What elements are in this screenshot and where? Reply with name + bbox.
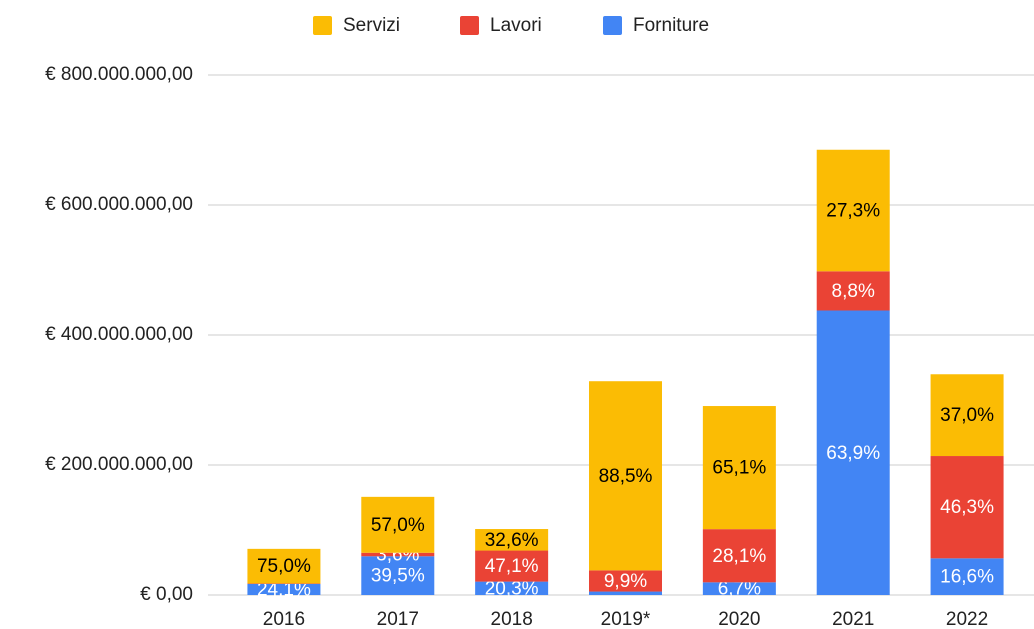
data-label: 24,1% bbox=[257, 579, 311, 600]
bar-segment bbox=[475, 529, 549, 551]
legend-label: Forniture bbox=[633, 15, 709, 36]
x-tick-label: 2019* bbox=[601, 609, 651, 629]
bar-segment bbox=[930, 374, 1004, 457]
data-label: 6,7% bbox=[718, 579, 761, 600]
data-label: 39,5% bbox=[371, 566, 425, 587]
bar-segment bbox=[589, 591, 662, 595]
x-tick-label: 2022 bbox=[946, 609, 988, 629]
data-label: 65,1% bbox=[712, 458, 766, 479]
bar-segment bbox=[475, 581, 549, 595]
data-label: 57,0% bbox=[371, 515, 425, 536]
bar-segment bbox=[702, 582, 776, 595]
y-tick-label: € 800.000.000,00 bbox=[45, 64, 193, 85]
bar-segment bbox=[702, 529, 776, 583]
data-label: 88,5% bbox=[599, 466, 653, 487]
data-label: 8,8% bbox=[832, 281, 875, 302]
data-label: 37,0% bbox=[940, 405, 994, 426]
legend-swatch bbox=[313, 16, 332, 35]
legend-swatch bbox=[603, 16, 622, 35]
data-label: 16,6% bbox=[940, 567, 994, 588]
x-tick-label: 2017 bbox=[377, 609, 419, 629]
bar-segment bbox=[361, 496, 435, 553]
y-tick-label: € 0,00 bbox=[140, 584, 193, 605]
bar-segment bbox=[702, 406, 776, 530]
x-tick-label: 2021 bbox=[832, 609, 874, 629]
data-label: 47,1% bbox=[485, 556, 539, 577]
bar-segment bbox=[930, 558, 1004, 595]
legend-swatch bbox=[460, 16, 479, 35]
bar-segment bbox=[816, 310, 890, 595]
data-label: 46,3% bbox=[940, 497, 994, 518]
y-tick-label: € 400.000.000,00 bbox=[45, 324, 193, 345]
bar-segment bbox=[361, 556, 435, 595]
bar-segment bbox=[475, 550, 549, 582]
legend-label: Lavori bbox=[490, 15, 542, 36]
data-label: 75,0% bbox=[257, 556, 311, 577]
bar-segment bbox=[247, 583, 321, 595]
data-label: 63,9% bbox=[826, 443, 880, 464]
bar-segment bbox=[589, 381, 662, 571]
data-label: 27,3% bbox=[826, 201, 880, 222]
y-tick-label: € 200.000.000,00 bbox=[45, 454, 193, 475]
x-tick-label: 2016 bbox=[263, 609, 305, 629]
data-label: 28,1% bbox=[712, 546, 766, 567]
bar-segment bbox=[930, 456, 1004, 559]
legend-label: Servizi bbox=[343, 15, 400, 36]
bar-segment bbox=[816, 271, 890, 311]
data-label: 9,9% bbox=[604, 571, 647, 592]
x-tick-label: 2018 bbox=[491, 609, 533, 629]
x-tick-label: 2020 bbox=[718, 609, 760, 629]
bar-segment bbox=[247, 548, 321, 584]
bar-segment bbox=[816, 149, 890, 272]
data-label: 32,6% bbox=[485, 530, 539, 551]
bar-segment bbox=[361, 552, 435, 557]
data-label: 20,3% bbox=[485, 578, 539, 599]
bar-segment bbox=[589, 570, 662, 592]
y-tick-label: € 600.000.000,00 bbox=[45, 194, 193, 215]
